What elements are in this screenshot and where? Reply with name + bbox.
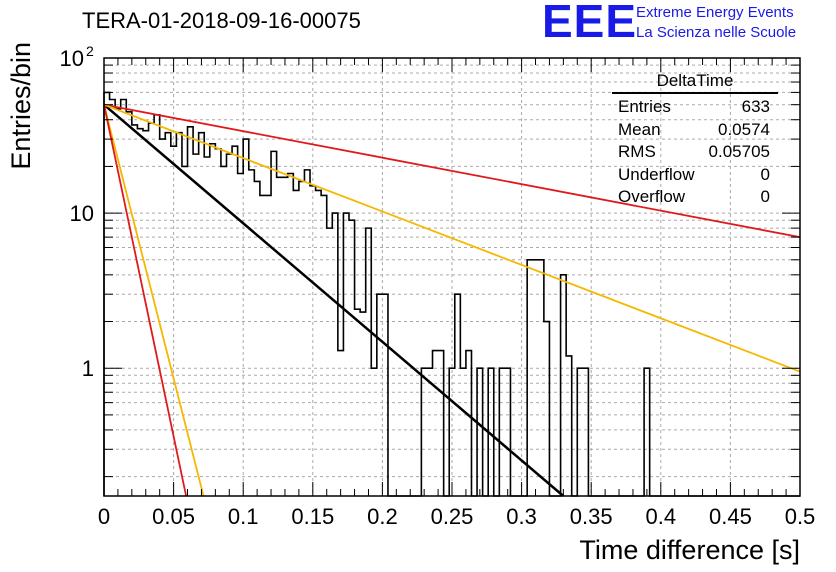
x-tick-label: 0.5 [785, 504, 816, 529]
stats-label: RMS [618, 142, 656, 161]
stats-row: Overflow 0 [612, 186, 778, 209]
x-tick-label: 0.05 [152, 504, 195, 529]
stats-box: DeltaTime Entries 633 Mean 0.0574 RMS 0.… [612, 70, 778, 209]
fit-lines [103, 103, 801, 497]
x-tick-label: 0 [98, 504, 110, 529]
fit-line-1 [103, 103, 801, 239]
stats-value: 0.0574 [718, 119, 770, 139]
stats-value: 0.05705 [708, 142, 770, 161]
logo-line-1: Extreme Energy Events [636, 4, 794, 21]
fit-line-0 [103, 103, 565, 497]
stats-row: Underflow 0 [612, 164, 778, 187]
x-axis-label: Time difference [s] [579, 535, 800, 565]
x-tick-label: 0.25 [431, 504, 474, 529]
stats-row: Mean 0.0574 [612, 119, 778, 142]
stats-row: Entries 633 [612, 96, 778, 119]
stats-value: 0 [760, 187, 770, 206]
stats-label: Underflow [618, 164, 695, 184]
logo-line-2: La Scienza nelle Scuole [636, 24, 797, 41]
fit-line-4 [103, 104, 188, 497]
stats-value: 0 [760, 164, 770, 184]
fit-line-3 [103, 104, 205, 497]
axis-ticks: 0 0.05 0.1 0.15 0.2 0.25 0.3 0.35 0.4 0.45 0.5 1 10 1… [60, 43, 816, 529]
x-tick-label: 0.35 [570, 504, 613, 529]
fit-line-2 [103, 103, 801, 373]
x-tick-label: 0.15 [291, 504, 334, 529]
y-tick-label: 10 [60, 46, 84, 71]
y-axis-label: Entries/bin [6, 42, 36, 170]
x-tick-label: 0.1 [228, 504, 259, 529]
x-tick-label: 0.45 [709, 504, 752, 529]
stats-label: Overflow [618, 187, 686, 206]
stats-title: DeltaTime [612, 70, 778, 94]
run-title: TERA-01-2018-09-16-00075 [82, 8, 361, 33]
stats-label: Mean [618, 119, 661, 139]
stats-label: Entries [618, 97, 671, 116]
stats-row: RMS 0.05705 [612, 141, 778, 164]
stats-value: 633 [741, 97, 770, 116]
x-tick-label: 0.4 [646, 504, 677, 529]
y-tick-label: 1 [82, 356, 94, 381]
y-tick-exponent: 2 [86, 43, 94, 59]
x-tick-label: 0.3 [506, 504, 537, 529]
grid-lines [104, 58, 800, 496]
eee-logo: EEE [542, 0, 638, 47]
x-tick-label: 0.2 [367, 504, 398, 529]
y-tick-label: 10 [70, 201, 94, 226]
